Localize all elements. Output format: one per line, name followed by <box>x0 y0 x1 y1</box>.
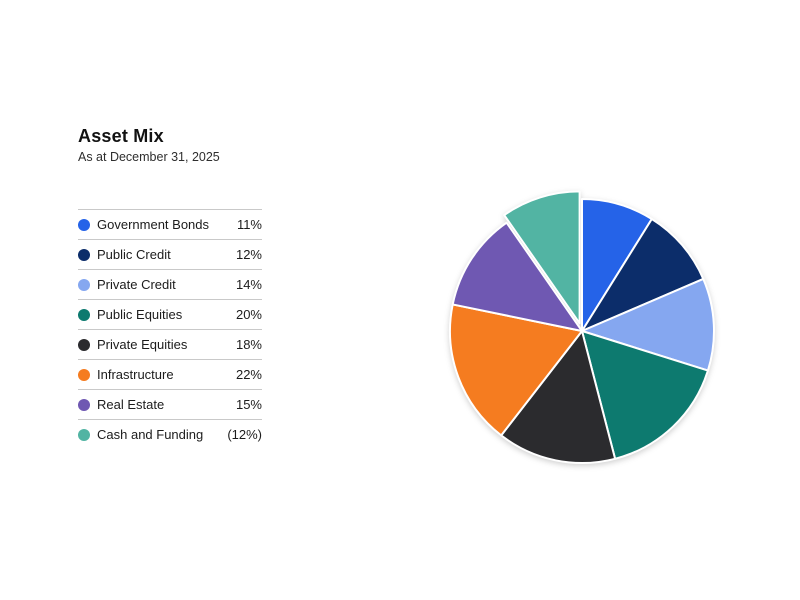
legend-swatch-icon <box>78 428 90 441</box>
legend-label: Real Estate <box>97 397 165 412</box>
legend-item-government-bonds: Government Bonds 11% <box>78 209 262 239</box>
pie-slice-public-equities <box>581 330 709 460</box>
legend-label: Infrastructure <box>97 367 174 382</box>
pie-slice-private-credit <box>581 277 715 372</box>
legend-swatch-icon <box>78 338 90 351</box>
legend-swatch-icon <box>78 278 90 291</box>
legend-item-cash-and-funding: Cash and Funding (12%) <box>78 419 262 449</box>
pie-slice-public-credit <box>581 217 705 332</box>
pie-slice-cash-and-funding <box>503 190 581 325</box>
legend-value: 14% <box>235 277 262 292</box>
legend-value: 20% <box>235 307 262 322</box>
legend-value: 15% <box>235 397 262 412</box>
page-subtitle: As at December 31, 2025 <box>78 150 220 164</box>
legend-item-private-equities: Private Equities 18% <box>78 329 262 359</box>
pie-chart <box>449 190 715 464</box>
pie-slice-real-estate <box>451 221 583 332</box>
page-title: Asset Mix <box>78 126 164 146</box>
legend-label: Cash and Funding <box>97 427 204 442</box>
legend-label: Private Equities <box>97 337 188 352</box>
legend-label: Public Credit <box>97 247 171 262</box>
legend: Government Bonds 11% Public Credit 12% Priva… <box>78 209 262 449</box>
legend-swatch-icon <box>78 308 90 321</box>
legend-label: Private Credit <box>97 277 176 292</box>
legend-value: 22% <box>235 367 262 382</box>
legend-label: Government Bonds <box>97 217 210 232</box>
legend-value: 12% <box>235 247 262 262</box>
legend-swatch-icon <box>78 248 90 261</box>
chart-header: Asset Mix As at December 31, 2025 <box>78 126 220 164</box>
legend-item-public-equities: Public Equities 20% <box>78 299 262 329</box>
legend-value: 11% <box>236 217 262 232</box>
legend-label: Public Equities <box>97 307 183 322</box>
pie-slice-private-equities <box>500 330 617 464</box>
legend-item-real-estate: Real Estate 15% <box>78 389 262 419</box>
pie-slice-infrastructure <box>449 303 583 437</box>
legend-item-private-credit: Private Credit 14% <box>78 269 262 299</box>
legend-value: 18% <box>235 337 262 352</box>
legend-swatch-icon <box>78 398 90 411</box>
legend-item-public-credit: Public Credit 12% <box>78 239 262 269</box>
legend-item-infrastructure: Infrastructure 22% <box>78 359 262 389</box>
legend-value: (12%) <box>227 427 262 442</box>
legend-swatch-icon <box>78 218 90 231</box>
legend-swatch-icon <box>78 368 90 381</box>
